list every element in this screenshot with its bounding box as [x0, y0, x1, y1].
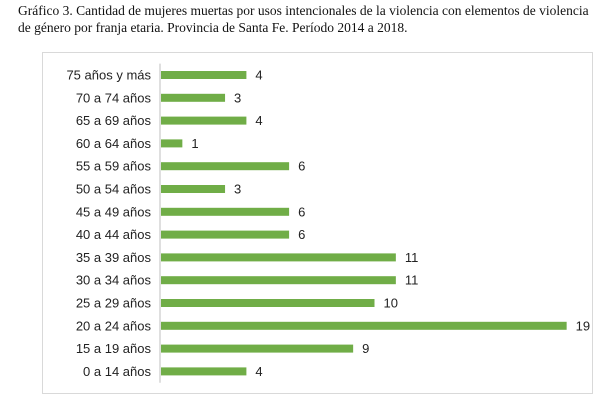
- value-label: 4: [255, 68, 262, 83]
- bar: [161, 299, 375, 307]
- category-label: 50 a 54 años: [76, 182, 152, 197]
- category-label: 40 a 44 años: [76, 227, 152, 242]
- value-label: 4: [255, 364, 262, 379]
- value-label: 6: [298, 227, 305, 242]
- bar: [161, 71, 247, 79]
- category-label: 35 a 39 años: [76, 250, 152, 265]
- category-label: 20 a 24 años: [76, 318, 152, 333]
- bar: [161, 276, 396, 285]
- value-label: 3: [234, 90, 241, 105]
- category-label: 60 a 64 años: [76, 136, 152, 151]
- bar: [161, 185, 226, 193]
- value-label: 1: [191, 136, 198, 151]
- value-label: 3: [234, 182, 241, 197]
- bar: [161, 162, 290, 171]
- bar-chart: 75 años y más 4 70 a 74 años 3 65 a 69 años 4…: [66, 63, 590, 383]
- category-label: 45 a 49 años: [76, 204, 152, 219]
- value-label: 10: [384, 296, 398, 311]
- category-label: 70 a 74 años: [76, 90, 152, 105]
- value-label: 19: [576, 318, 590, 333]
- chart-frame: 75 años y más 4 70 a 74 años 3 65 a 69 años 4…: [42, 52, 593, 394]
- bar: [161, 253, 396, 262]
- value-label: 11: [405, 250, 419, 265]
- value-label: 6: [298, 159, 305, 174]
- bar: [161, 367, 247, 376]
- bar: [161, 93, 226, 102]
- chart-caption: Gráfico 3. Cantidad de mujeres muertas p…: [18, 3, 589, 35]
- category-label: 65 a 69 años: [76, 113, 152, 128]
- category-label: 0 a 14 años: [83, 364, 151, 379]
- value-label: 4: [255, 113, 262, 128]
- value-label: 11: [405, 273, 419, 288]
- category-label: 55 a 59 años: [76, 159, 152, 174]
- bar: [161, 116, 247, 125]
- bar: [161, 139, 183, 148]
- bar: [161, 207, 290, 216]
- value-label: 9: [362, 341, 369, 356]
- bar: [161, 230, 290, 239]
- category-label: 25 a 29 años: [76, 296, 152, 311]
- category-label: 30 a 34 años: [76, 273, 152, 288]
- bar: [161, 344, 354, 353]
- category-label: 15 a 19 años: [76, 341, 152, 356]
- bar: [161, 321, 567, 330]
- value-label: 6: [298, 204, 305, 219]
- category-label: 75 años y más: [66, 68, 151, 83]
